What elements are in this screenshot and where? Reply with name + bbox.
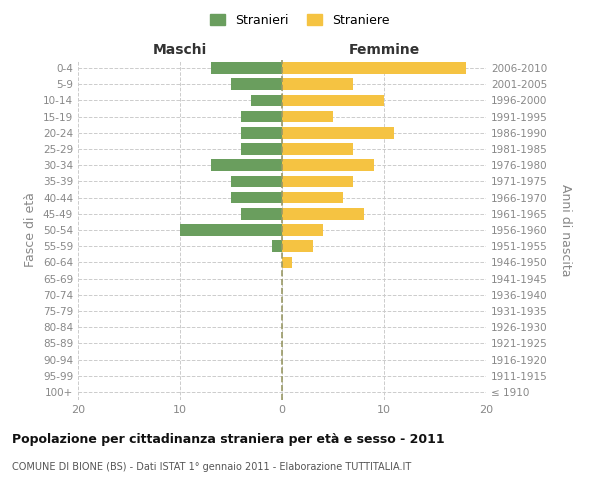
Bar (282, 62, 466, 74)
Bar (282, 256, 292, 268)
Bar (180, 224, 282, 236)
Legend: Stranieri, Straniere: Stranieri, Straniere (205, 8, 395, 32)
Y-axis label: Anni di nascita: Anni di nascita (559, 184, 572, 276)
Bar (282, 94, 384, 106)
Bar (231, 192, 282, 203)
Bar (231, 176, 282, 188)
Bar (282, 176, 353, 188)
Y-axis label: Fasce di età: Fasce di età (25, 192, 37, 268)
Bar (251, 94, 282, 106)
Bar (282, 224, 323, 236)
Bar (282, 208, 364, 220)
Text: COMUNE DI BIONE (BS) - Dati ISTAT 1° gennaio 2011 - Elaborazione TUTTITALIA.IT: COMUNE DI BIONE (BS) - Dati ISTAT 1° gen… (12, 462, 411, 472)
Bar (282, 160, 374, 171)
Text: Maschi: Maschi (153, 43, 207, 57)
Bar (211, 160, 282, 171)
Bar (241, 111, 282, 122)
Bar (231, 78, 282, 90)
Bar (282, 78, 353, 90)
Bar (211, 62, 282, 74)
Bar (241, 143, 282, 155)
Bar (282, 127, 394, 138)
Bar (241, 127, 282, 138)
Bar (272, 240, 282, 252)
Bar (282, 192, 343, 203)
Bar (282, 111, 333, 122)
Bar (282, 143, 353, 155)
Bar (282, 240, 313, 252)
Bar (241, 208, 282, 220)
Text: Popolazione per cittadinanza straniera per età e sesso - 2011: Popolazione per cittadinanza straniera p… (12, 432, 445, 446)
Text: Femmine: Femmine (349, 43, 419, 57)
